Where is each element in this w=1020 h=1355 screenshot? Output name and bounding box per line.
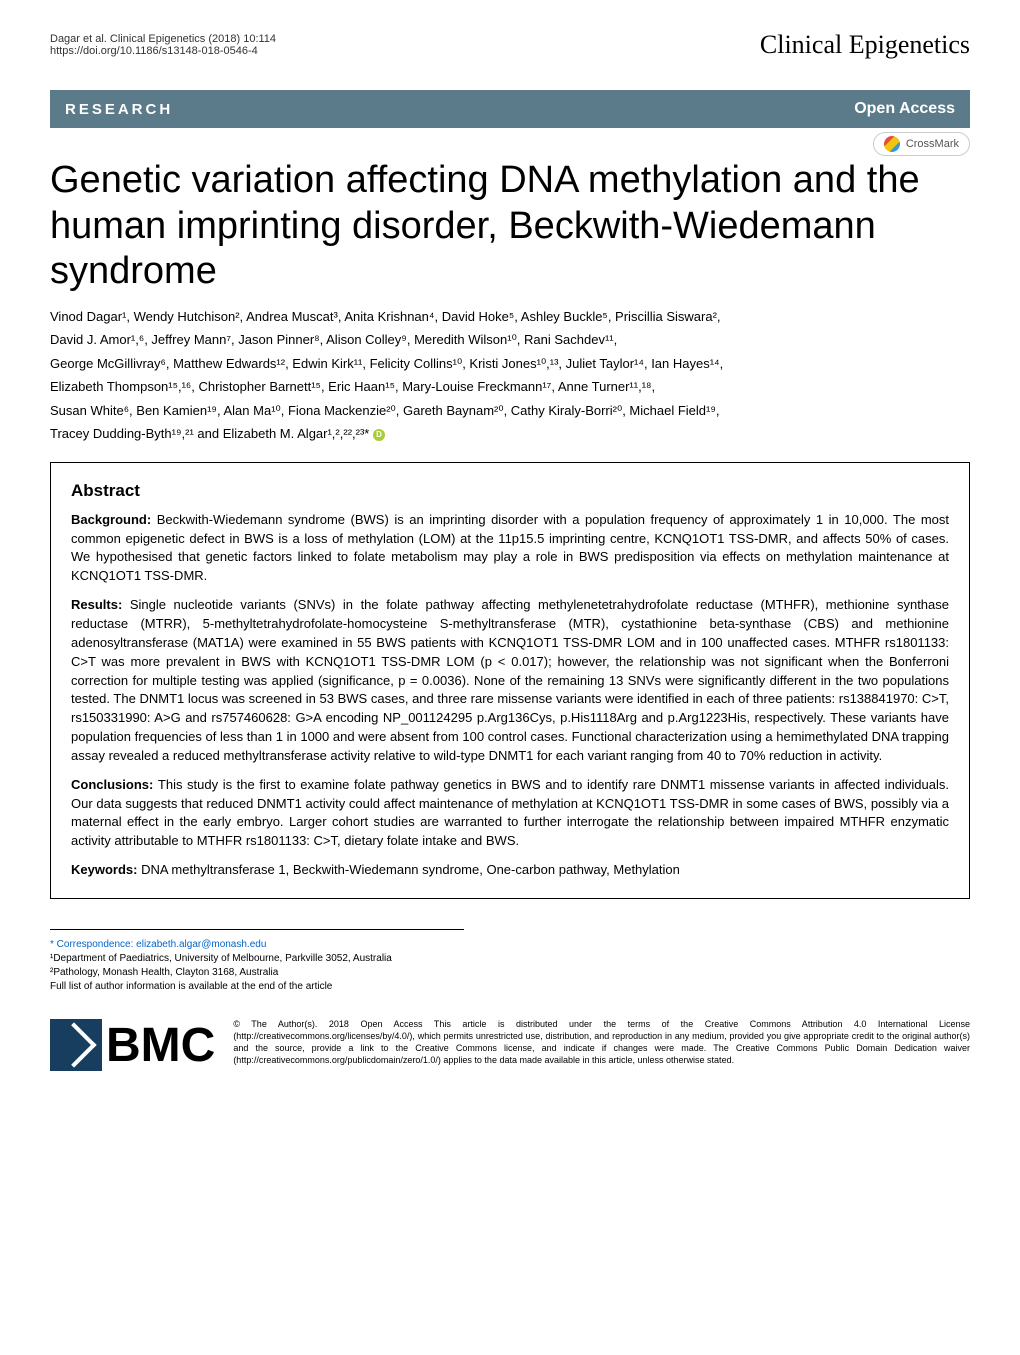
- bmc-text: BMC: [106, 1018, 215, 1073]
- crossmark-badge[interactable]: CrossMark: [873, 132, 970, 156]
- abstract-background-text: Beckwith-Wiedemann syndrome (BWS) is an …: [71, 512, 949, 584]
- bmc-icon: [50, 1019, 102, 1071]
- doi: https://doi.org/10.1186/s13148-018-0546-…: [50, 45, 276, 57]
- bmc-row: BMC © The Author(s). 2018 Open Access Th…: [50, 1018, 970, 1073]
- keywords-text: DNA methyltransferase 1, Beckwith-Wiedem…: [141, 862, 680, 877]
- keywords-label: Keywords:: [71, 862, 137, 877]
- abstract-results-text: Single nucleotide variants (SNVs) in the…: [71, 597, 949, 763]
- crossmark-text: CrossMark: [906, 138, 959, 150]
- authors-line-4: Elizabeth Thompson¹⁵,¹⁶, Christopher Bar…: [50, 377, 970, 397]
- abstract-conclusions: Conclusions: This study is the first to …: [71, 776, 949, 851]
- affiliation-1: ¹Department of Paediatrics, University o…: [50, 952, 464, 966]
- bmc-logo: BMC: [50, 1018, 215, 1073]
- citation: Dagar et al. Clinical Epigenetics (2018)…: [50, 33, 276, 45]
- authors-line-6-text: Tracey Dudding-Byth¹⁹,²¹ and Elizabeth M…: [50, 426, 369, 441]
- correspondence: * Correspondence: elizabeth.algar@monash…: [50, 938, 464, 952]
- abstract-background: Background: Beckwith-Wiedemann syndrome …: [71, 511, 949, 586]
- abstract-heading: Abstract: [71, 481, 949, 501]
- affiliation-2: ²Pathology, Monash Health, Clayton 3168,…: [50, 966, 464, 980]
- header-row: Dagar et al. Clinical Epigenetics (2018)…: [50, 30, 970, 60]
- authors-line-2: David J. Amor¹,⁶, Jeffrey Mann⁷, Jason P…: [50, 330, 970, 350]
- open-access-label: Open Access: [854, 100, 955, 118]
- authors-line-6: Tracey Dudding-Byth¹⁹,²¹ and Elizabeth M…: [50, 424, 970, 444]
- citation-block: Dagar et al. Clinical Epigenetics (2018)…: [50, 33, 276, 57]
- authors-line-1: Vinod Dagar¹, Wendy Hutchison², Andrea M…: [50, 307, 970, 327]
- research-label: RESEARCH: [65, 101, 173, 118]
- footer-affiliations: * Correspondence: elizabeth.algar@monash…: [50, 929, 464, 994]
- research-bar: RESEARCH Open Access: [50, 90, 970, 128]
- abstract-keywords: Keywords: DNA methyltransferase 1, Beckw…: [71, 861, 949, 880]
- crossmark-icon: [884, 136, 900, 152]
- authors-line-5: Susan White⁶, Ben Kamien¹⁹, Alan Ma¹⁰, F…: [50, 401, 970, 421]
- orcid-icon[interactable]: [373, 429, 385, 441]
- license-text: © The Author(s). 2018 Open Access This a…: [233, 1018, 970, 1067]
- abstract-conclusions-text: This study is the first to examine folat…: [71, 777, 949, 849]
- article-title: Genetic variation affecting DNA methylat…: [50, 158, 970, 295]
- abstract-results: Results: Single nucleotide variants (SNV…: [71, 596, 949, 766]
- full-list-note: Full list of author information is avail…: [50, 980, 464, 994]
- authors-line-3: George McGillivray⁶, Matthew Edwards¹², …: [50, 354, 970, 374]
- abstract-box: Abstract Background: Beckwith-Wiedemann …: [50, 462, 970, 899]
- crossmark-row: CrossMark: [50, 132, 970, 156]
- journal-name: Clinical Epigenetics: [760, 30, 970, 60]
